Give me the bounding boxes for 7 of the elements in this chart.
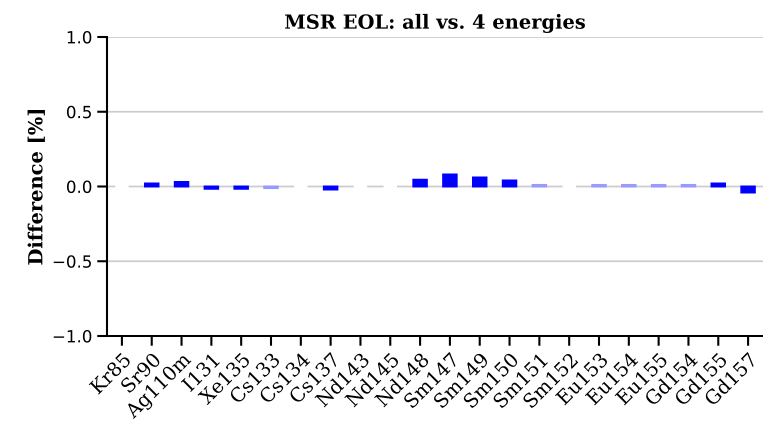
y-tick-label: −0.5 (54, 255, 91, 268)
y-tick-label: 0.5 (67, 106, 91, 118)
y-tick-label: 1.0 (68, 30, 92, 44)
y-axis-title: Difference [%] (28, 110, 45, 265)
y-tick-label: 0.0 (67, 180, 92, 194)
chart-title: MSR EOL: all vs. 4 energies (285, 14, 585, 33)
y-tick-label: −1.0 (54, 330, 92, 343)
